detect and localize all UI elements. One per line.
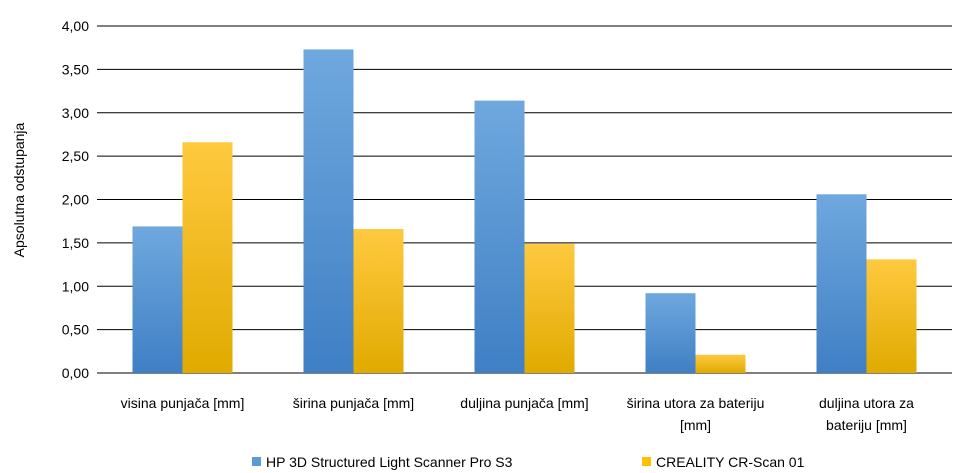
bar-series-2-cat-2 <box>353 228 404 373</box>
bar-series-2-cat-1 <box>182 142 233 373</box>
y-tick-label: 4,00 <box>62 18 89 34</box>
bar-series-1-cat-2 <box>303 49 354 374</box>
y-tick-label: 3,00 <box>62 105 89 121</box>
y-axis-title: Apsolutna odstupanja <box>11 122 27 257</box>
y-tick-label: 1,50 <box>62 235 89 251</box>
category-label: bateriju [mm] <box>826 417 907 433</box>
category-label: širina utora za bateriju <box>627 395 765 411</box>
y-tick-label: 0,50 <box>62 322 89 338</box>
bar-series-1-cat-4 <box>645 293 696 373</box>
category-label: duljina punjača [mm] <box>460 395 588 411</box>
y-tick-labels: 0,00 0,50 1,00 1,50 2,00 2,50 3,00 3,50 4,00 <box>62 18 89 381</box>
bar-series-1-cat-1 <box>132 226 183 373</box>
bar-series-2-cat-4 <box>695 354 746 373</box>
bar-series-1-cat-5 <box>816 194 867 373</box>
legend-label: HP 3D Structured Light Scanner Pro S3 <box>266 454 513 470</box>
y-tick-label: 2,00 <box>62 192 89 208</box>
y-tick-label: 1,00 <box>62 278 89 294</box>
legend-swatch <box>252 457 261 466</box>
y-tick-label: 3,50 <box>62 61 89 77</box>
bar-series-2-cat-3 <box>524 243 575 373</box>
bar-series-2-cat-5 <box>866 259 917 373</box>
category-label: [mm] <box>680 417 711 433</box>
bar-series-1-cat-3 <box>474 100 525 373</box>
category-label: visina punjača [mm] <box>121 395 245 411</box>
legend: HP 3D Structured Light Scanner Pro S3 CRE… <box>252 454 805 470</box>
legend-label: CREALITY CR-Scan 01 <box>656 454 805 470</box>
legend-swatch <box>642 457 651 466</box>
category-label: duljina utora za <box>819 395 914 411</box>
y-tick-label: 0,00 <box>62 365 89 381</box>
y-tick-label: 2,50 <box>62 148 89 164</box>
bars <box>132 49 917 374</box>
category-labels: visina punjača [mm] širina punjača [mm] du… <box>121 395 915 433</box>
category-label: širina punjača [mm] <box>293 395 414 411</box>
